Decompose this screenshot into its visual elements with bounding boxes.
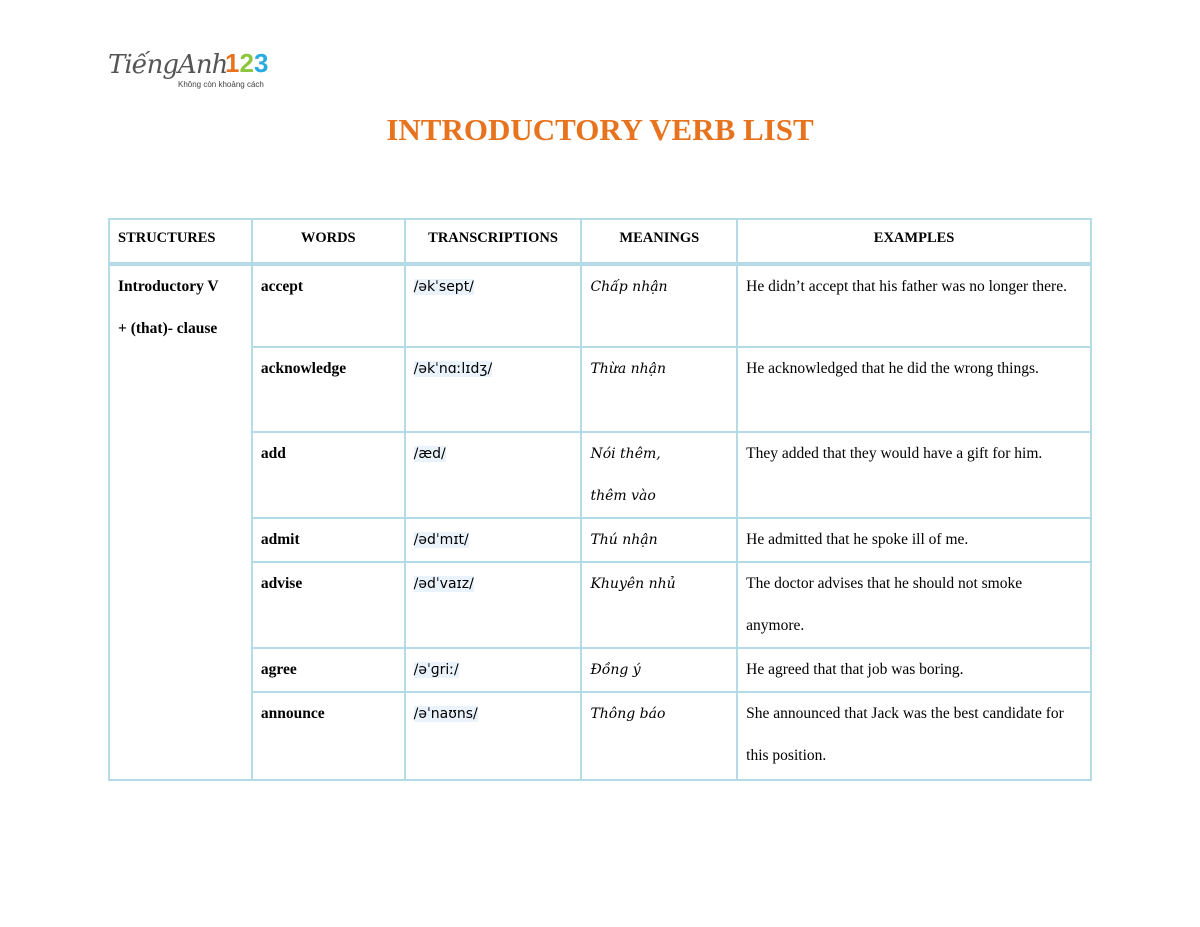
- transcription: /æd/: [413, 446, 446, 462]
- structure-line: + (that)- clause: [118, 320, 218, 337]
- transcription: /əˈnaʊns/: [413, 706, 478, 722]
- example-cell: He acknowledged that he did the wrong th…: [736, 346, 1092, 433]
- example-cell: He admitted that he spoke ill of me.: [736, 517, 1092, 563]
- meaning-line: Khuyên nhủ: [590, 576, 676, 592]
- example-cell: He didn’t accept that his father was no …: [736, 263, 1092, 348]
- table-row: acknowledge/əkˈnɑːlɪdʒ/Thừa nhận He ackno…: [109, 346, 1092, 433]
- transcription-cell: /əkˈsept/: [403, 263, 583, 348]
- transcription: /ədˈmɪt/: [413, 532, 469, 548]
- table-row: advise/ədˈvaɪz/Khuyên nhủ The doctor advi…: [109, 561, 1092, 649]
- structure-line: Introductory V: [118, 278, 219, 295]
- word-cell: announce: [250, 691, 406, 781]
- column-header: EXAMPLES: [736, 218, 1092, 266]
- table-row: admit/ədˈmɪt/Thú nhận He admitted that he…: [109, 517, 1092, 563]
- meaning-cell: Thông báo: [580, 691, 739, 781]
- example-cell: She announced that Jack was the best can…: [736, 691, 1092, 781]
- transcription: /əkˈsept/: [413, 279, 474, 295]
- column-header: MEANINGS: [580, 218, 739, 266]
- meaning-cell: Khuyên nhủ: [580, 561, 739, 649]
- transcription-cell: /əˈnaʊns/: [403, 691, 583, 781]
- meaning-line: Đồng ý: [590, 662, 641, 678]
- meaning-line: Thông báo: [590, 706, 666, 722]
- transcription-cell: /ədˈvaɪz/: [403, 561, 583, 649]
- column-header: TRANSCRIPTIONS: [403, 218, 583, 266]
- meaning-cell: Đồng ý: [580, 647, 739, 693]
- word-cell: add: [250, 431, 406, 519]
- meaning-cell: Nói thêm, thêm vào: [580, 431, 739, 519]
- logo-tagline: Không còn khoảng cách: [178, 80, 264, 89]
- transcription-cell: /ədˈmɪt/: [403, 517, 583, 563]
- meaning-line: Thú nhận: [590, 532, 658, 548]
- transcription-cell: /æd/: [403, 431, 583, 519]
- column-header: WORDS: [250, 218, 406, 266]
- example-cell: The doctor advises that he should not sm…: [736, 561, 1092, 649]
- word-cell: agree: [250, 647, 406, 693]
- meaning-line: thêm vào: [590, 488, 656, 504]
- table-row: announce/əˈnaʊns/Thông báo She announced …: [109, 691, 1092, 781]
- meaning-line: Nói thêm,: [590, 446, 661, 462]
- word-cell: admit: [250, 517, 406, 563]
- transcription: /əkˈnɑːlɪdʒ/: [413, 361, 493, 377]
- table-row: agree/əˈɡriː/Đồng ý He agreed that that j…: [109, 647, 1092, 693]
- logo-text: TiếngAnh: [108, 50, 228, 80]
- meaning-line: Chấp nhận: [590, 279, 668, 295]
- table-row: add/æd/Nói thêm, thêm vào They added that …: [109, 431, 1092, 519]
- example-cell: They added that they would have a gift f…: [736, 431, 1092, 519]
- table-header: STRUCTURES WORDS TRANSCRIPTIONS MEANINGS EXA…: [108, 218, 1092, 266]
- word-cell: advise: [250, 561, 406, 649]
- logo-number: 123: [225, 48, 269, 78]
- meaning-cell: Thú nhận: [580, 517, 739, 563]
- table-row: Introductory V + (that)- clause accept/əkˈ…: [108, 263, 1092, 781]
- meaning-cell: Thừa nhận: [580, 346, 739, 433]
- structure-cell: Introductory V + (that)- clause: [108, 263, 253, 781]
- transcription: /əˈɡriː/: [413, 662, 459, 678]
- logo: TiếngAnh 123 Không còn khoảng cách: [108, 48, 278, 92]
- word-cell: accept: [250, 263, 406, 348]
- transcription-cell: /əˈɡriː/: [403, 647, 583, 693]
- transcription: /ədˈvaɪz/: [413, 576, 474, 592]
- transcription-cell: /əkˈnɑːlɪdʒ/: [403, 346, 583, 433]
- column-header: STRUCTURES: [108, 218, 253, 266]
- word-cell: acknowledge: [250, 346, 406, 433]
- verb-table: STRUCTURES WORDS TRANSCRIPTIONS MEANINGS EXA…: [108, 218, 1092, 781]
- meaning-line: Thừa nhận: [590, 361, 667, 377]
- meaning-cell: Chấp nhận: [580, 263, 739, 348]
- example-cell: He agreed that that job was boring.: [736, 647, 1092, 693]
- page-title: INTRODUCTORY VERB LIST: [386, 112, 814, 147]
